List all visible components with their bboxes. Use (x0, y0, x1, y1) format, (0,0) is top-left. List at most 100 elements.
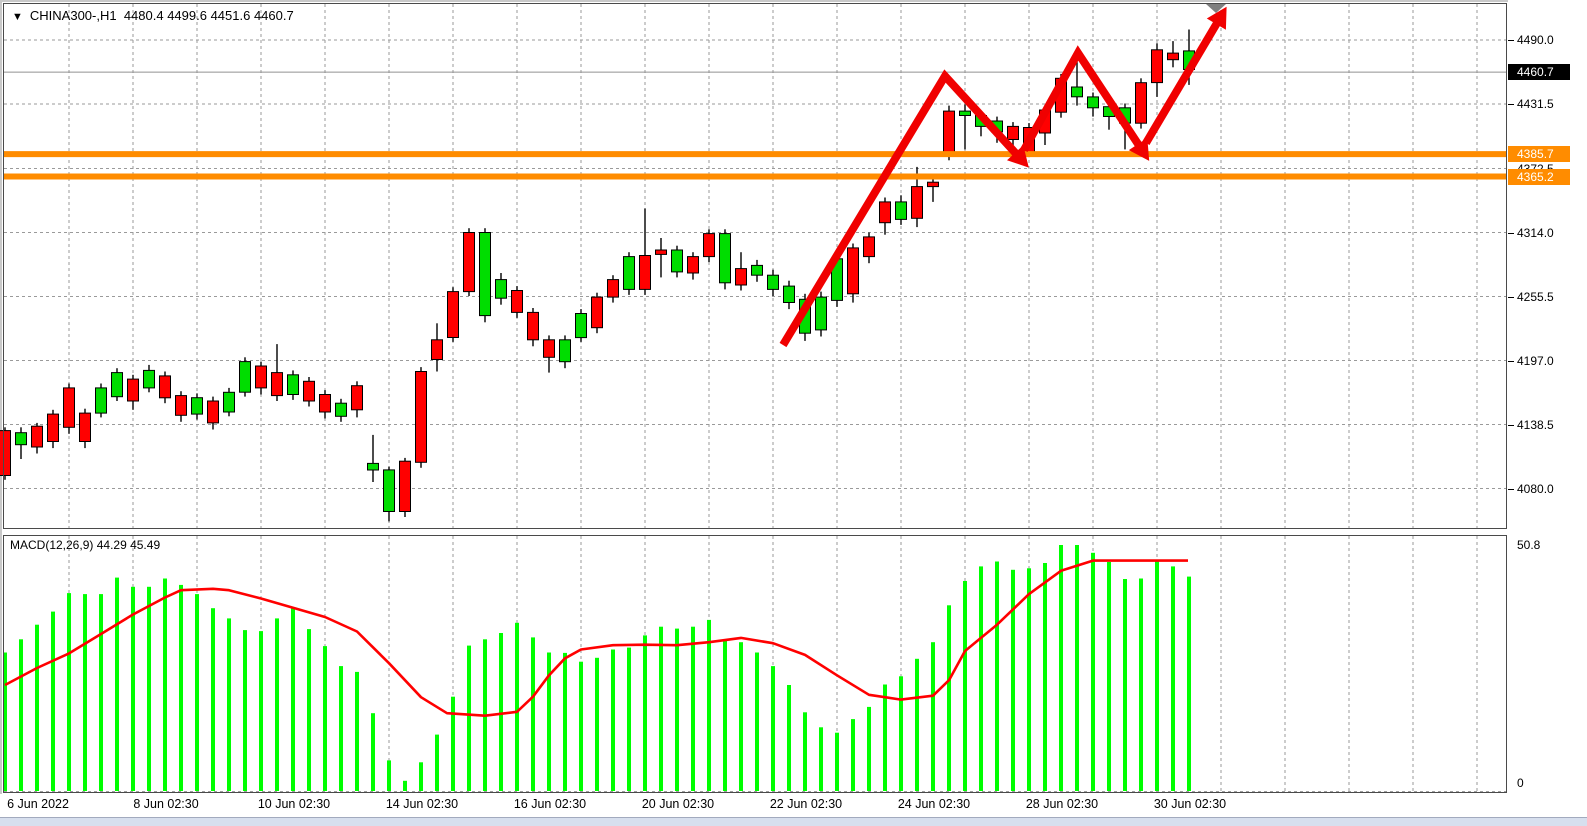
candle-body (191, 397, 203, 415)
candle (79, 408, 91, 449)
candle-body (543, 339, 555, 358)
trend-arrow-line[interactable] (1142, 15, 1224, 146)
macd-histogram-bar (147, 586, 151, 791)
candle-body (415, 371, 427, 463)
candle-body (207, 400, 219, 424)
candle-body (175, 395, 187, 416)
time-label: 8 Jun 02:30 (133, 797, 199, 811)
price-label: 4255.5 (1517, 290, 1554, 304)
macd-histogram-bar (19, 639, 23, 791)
macd-histogram-bar (883, 684, 887, 791)
candle-body (655, 249, 667, 255)
macd-histogram-bar (291, 607, 295, 791)
trend-arrow[interactable] (1020, 45, 1150, 161)
candle-body (959, 110, 971, 116)
candle (415, 367, 427, 468)
candle-body (1151, 49, 1163, 84)
candle-body (239, 361, 251, 393)
macd-histogram-bar (83, 594, 87, 791)
price-tick (1508, 361, 1514, 362)
macd-scale-max-label: 50.8 (1517, 538, 1541, 552)
candle (847, 243, 859, 303)
macd-indicator-panel[interactable] (0, 530, 1510, 795)
macd-scale-zero-label: 0 (1517, 776, 1524, 790)
macd-histogram-bar (1059, 545, 1063, 791)
trend-arrow-line[interactable] (1020, 45, 1146, 153)
macd-histogram-bar (595, 657, 599, 791)
macd-histogram-bar (547, 652, 551, 791)
arrow-head (1206, 6, 1227, 30)
candle-body (943, 110, 955, 156)
price-tick (1508, 489, 1514, 490)
candle-body (1087, 96, 1099, 109)
price-tick (1508, 297, 1514, 298)
price-tick (1508, 40, 1514, 41)
macd-histogram-bar (179, 584, 183, 791)
candle-body (863, 236, 875, 258)
price-tick (1508, 233, 1514, 234)
macd-histogram-bar (1187, 576, 1191, 791)
arrow-head (1007, 145, 1029, 168)
candle-body (575, 313, 587, 339)
candle-body (95, 387, 107, 414)
candle (479, 228, 491, 323)
macd-histogram-bar (339, 666, 343, 791)
macd-histogram-bar (675, 628, 679, 791)
candle-body (1135, 82, 1147, 124)
price-axis[interactable]: 4490.04431.54372.54314.04255.54197.04138… (1508, 0, 1587, 794)
candle-body (847, 247, 859, 295)
candle-body (1007, 125, 1019, 141)
candle (815, 291, 827, 337)
candle-body (751, 264, 763, 276)
orange-level-price-box: 4385.7 (1508, 146, 1570, 162)
time-label: 16 Jun 02:30 (513, 797, 587, 811)
macd-histogram-bar (243, 630, 247, 791)
candle-body (767, 274, 779, 290)
candle-body (511, 290, 523, 313)
candle (239, 357, 251, 397)
candle (607, 275, 619, 303)
macd-histogram-bar (1155, 559, 1159, 791)
macd-histogram-bar (707, 619, 711, 791)
candle-body (447, 291, 459, 339)
candle (463, 228, 475, 296)
macd-histogram-bar (963, 581, 967, 791)
candle (111, 368, 123, 401)
macd-histogram-bar (115, 577, 119, 791)
candle-body (591, 296, 603, 329)
trend-arrow[interactable] (779, 69, 1029, 348)
candle-body (255, 365, 267, 389)
time-label: 30 Jun 02:30 (1153, 797, 1227, 811)
trend-arrow[interactable] (1142, 6, 1227, 146)
macd-histogram-bar (67, 593, 71, 791)
candle (767, 269, 779, 296)
candle (543, 335, 555, 373)
price-tick (1508, 425, 1514, 426)
macd-values: 44.29 45.49 (96, 538, 161, 552)
macd-histogram-bar (1027, 568, 1031, 791)
candle-body (703, 233, 715, 258)
macd-histogram-bar (899, 676, 903, 791)
candle (15, 427, 27, 459)
candle (207, 396, 219, 430)
candle-body (399, 460, 411, 513)
macd-histogram-bar (771, 666, 775, 791)
candle (783, 280, 795, 310)
candle (623, 252, 635, 295)
candle (31, 422, 43, 454)
time-axis[interactable]: 6 Jun 2022 8 Jun 02:30 10 Jun 02:30 14 Jun … (0, 794, 1587, 817)
time-label: 10 Jun 02:30 (257, 797, 331, 811)
macd-histogram-bar (307, 629, 311, 791)
ohlc-spacer (117, 8, 124, 23)
candle (63, 383, 75, 434)
candle (639, 208, 651, 295)
macd-histogram-bar (259, 631, 263, 791)
candle-body (719, 233, 731, 284)
main-chart-panel[interactable] (0, 0, 1510, 532)
trend-arrow-line[interactable] (779, 69, 1023, 348)
candle-body (367, 462, 379, 471)
candle-body (63, 387, 75, 428)
chart-dropdown-icon[interactable]: ▼ (12, 11, 23, 23)
down-triangle-marker[interactable] (1206, 4, 1226, 13)
macd-panel-border (3, 535, 1507, 793)
